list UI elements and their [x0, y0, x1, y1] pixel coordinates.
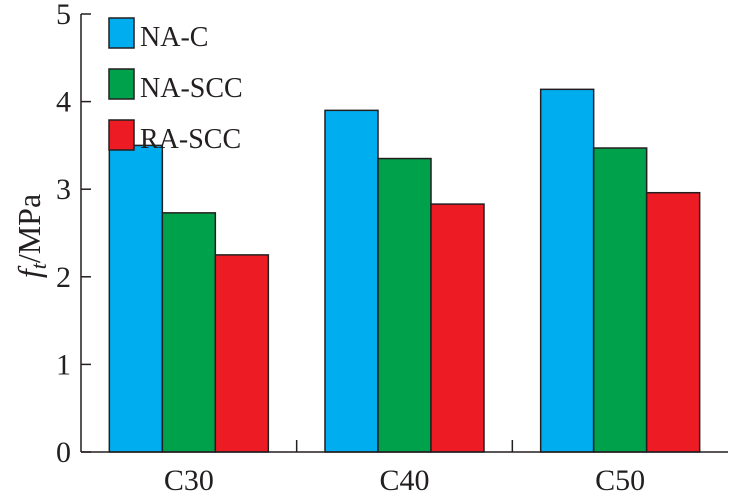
y-tick-label: 2	[56, 261, 71, 294]
x-tick-label: C30	[164, 464, 214, 496]
legend: NA-C NA-SCC RA-SCC	[108, 17, 243, 155]
y-axis-subscript: t	[26, 262, 51, 269]
bar-ra-scc-c50	[645, 191, 701, 453]
y-tick-label: 1	[56, 348, 71, 381]
y-tick-label: 0	[56, 436, 71, 469]
bar-na-scc-c50	[592, 147, 648, 453]
bar-na-c-c30	[108, 144, 164, 453]
legend-label: RA-SCC	[140, 124, 241, 155]
bar-ra-scc-c30	[214, 254, 270, 453]
legend-swatch	[108, 17, 135, 49]
legend-label: NA-SCC	[140, 73, 243, 104]
legend-label: NA-C	[140, 22, 208, 53]
bar-na-c-c40	[324, 109, 379, 453]
bar-ra-scc-c40	[430, 203, 485, 453]
x-tick-label: C40	[379, 464, 429, 496]
bar-na-scc-c30	[161, 212, 217, 453]
x-tick-label: C50	[595, 464, 645, 496]
y-tick-label: 5	[56, 0, 71, 31]
y-tick-label: 3	[56, 173, 71, 206]
y-axis-label: ft/MPa	[11, 194, 51, 278]
legend-swatch	[108, 119, 135, 151]
bar-na-c-c50	[539, 88, 595, 453]
y-axis-unit: /MPa	[11, 194, 47, 263]
legend-swatch	[108, 68, 135, 100]
y-tick-label: 4	[56, 86, 71, 119]
axes: C30 C40 C50 0 1 2 3 4 5	[56, 0, 728, 496]
bar-na-scc-c40	[377, 157, 432, 453]
bars	[108, 88, 701, 453]
